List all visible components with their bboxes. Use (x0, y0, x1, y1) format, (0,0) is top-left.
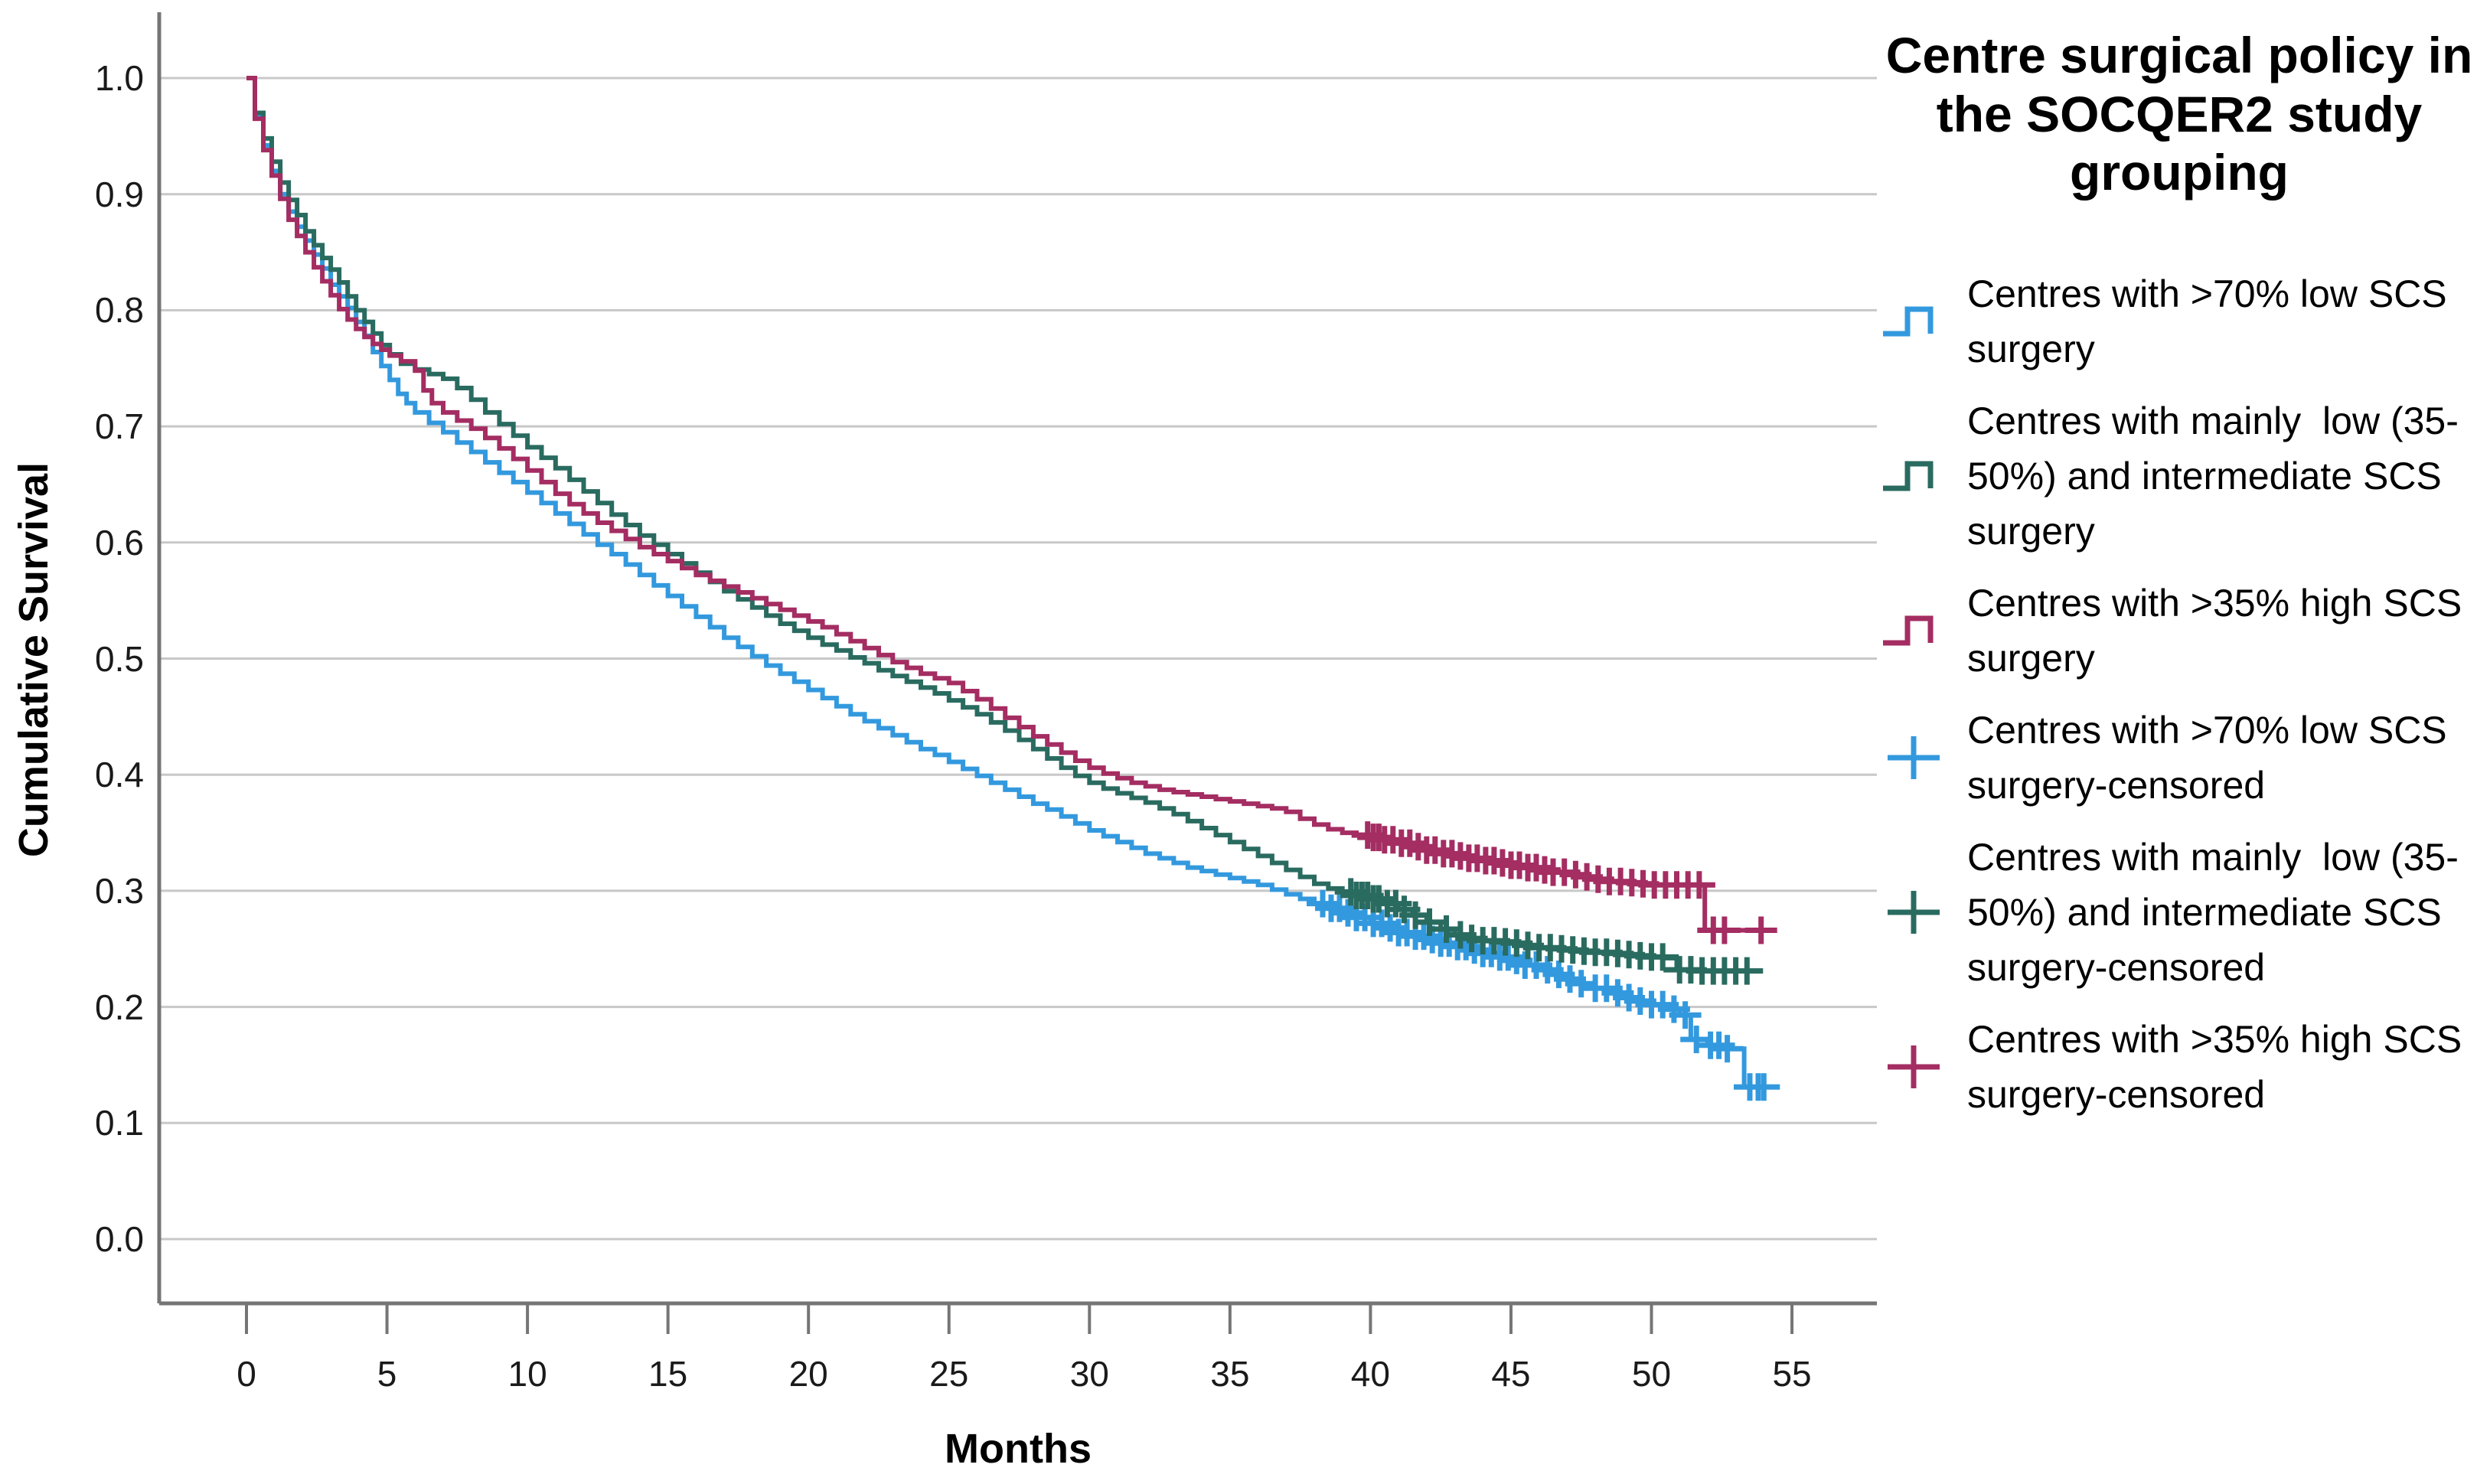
legend-item-line: Centres with >35% high SCS (1967, 581, 2462, 625)
legend-step-line-icon (1881, 294, 1967, 349)
legend-item-label: Centres with >35% high SCS surgery (1967, 576, 2462, 686)
legend-item-line: 50%) and intermediate SCS (1967, 454, 2442, 497)
legend-censored-plus-icon (1881, 885, 1967, 940)
y-tick-label: 0.0 (95, 1219, 144, 1259)
censor-marks-2 (1351, 821, 1777, 944)
legend-items: Centres with >70% low SCS surgery Centres … (1881, 266, 2477, 1122)
legend-item-label: Centres with >70% low SCS surgery-censore… (1967, 703, 2447, 813)
x-axis-title: Months (945, 1426, 1092, 1472)
legend-item-line: surgery-censored (1967, 945, 2266, 989)
x-tick-label: 40 (1350, 1354, 1390, 1394)
x-tick-label: 0 (237, 1354, 256, 1394)
y-tick-label: 0.8 (95, 290, 144, 331)
y-tick-label: 0.2 (95, 987, 144, 1027)
legend-item-line: Centres with >35% high SCS (1967, 1017, 2462, 1061)
x-tick-label: 55 (1772, 1354, 1812, 1394)
x-tick-label: 25 (929, 1354, 969, 1394)
legend-item-line: Centres with >70% low SCS (1967, 272, 2447, 315)
legend-item-line: 50%) and intermediate SCS (1967, 890, 2442, 934)
legend-item-label: Centres with >70% low SCS surgery (1967, 266, 2447, 377)
y-tick-label: 0.9 (95, 174, 144, 214)
legend-step-line-icon (1881, 603, 1967, 658)
legend-item: Centres with >35% high SCS surgery (1881, 576, 2477, 686)
legend-item-line: surgery (1967, 509, 2095, 553)
legend-item-line: surgery-censored (1967, 1072, 2266, 1116)
x-tick-label: 30 (1069, 1354, 1109, 1394)
x-tick-label: 5 (377, 1354, 397, 1394)
legend-item-line: Centres with mainly low (35- (1967, 399, 2459, 442)
legend-step-line-icon (1881, 448, 1967, 504)
x-tick-label: 10 (507, 1354, 547, 1394)
x-tick-label: 35 (1210, 1354, 1250, 1394)
legend-item-line: Centres with mainly low (35- (1967, 835, 2459, 879)
legend: Centre surgical policy in the SOCQER2 st… (1881, 26, 2477, 1139)
legend-item: Centres with mainly low (35- 50%) and int… (1881, 830, 2477, 995)
legend-item-line: Centres with >70% low SCS (1967, 708, 2447, 752)
x-tick-label: 20 (788, 1354, 828, 1394)
legend-item: Centres with >35% high SCS surgery-censor… (1881, 1012, 2477, 1122)
legend-item-label: Centres with >35% high SCS surgery-censor… (1967, 1012, 2462, 1122)
legend-item-line: surgery (1967, 327, 2095, 370)
y-tick-label: 0.4 (95, 755, 144, 795)
x-tick-label: 15 (648, 1354, 688, 1394)
legend-censored-plus-icon (1881, 1039, 1967, 1094)
y-tick-label: 0.6 (95, 522, 144, 563)
legend-item-line: surgery-censored (1967, 763, 2266, 807)
censor-marks-1 (1334, 878, 1764, 985)
series-path-2 (246, 76, 1775, 933)
series-path-1 (246, 76, 1755, 974)
legend-item-line: surgery (1967, 636, 2095, 680)
legend-item-label: Centres with mainly low (35- 50%) and int… (1967, 393, 2459, 559)
legend-item: Centres with mainly low (35- 50%) and int… (1881, 393, 2477, 559)
legend-item-label: Centres with mainly low (35- 50%) and int… (1967, 830, 2459, 995)
y-tick-label: 0.7 (95, 406, 144, 447)
censor-marks-0 (1307, 889, 1780, 1101)
legend-item: Centres with >70% low SCS surgery-censore… (1881, 703, 2477, 813)
y-tick-label: 0.3 (95, 870, 144, 911)
legend-item: Centres with >70% low SCS surgery (1881, 266, 2477, 377)
y-tick-label: 0.1 (95, 1103, 144, 1143)
x-tick-label: 45 (1491, 1354, 1531, 1394)
legend-title: Centre surgical policy in the SOCQER2 st… (1885, 27, 2473, 201)
x-tick-label: 50 (1631, 1354, 1672, 1394)
legend-censored-plus-icon (1881, 730, 1967, 785)
y-tick-label: 0.5 (95, 638, 144, 679)
y-tick-label: 1.0 (95, 58, 144, 98)
